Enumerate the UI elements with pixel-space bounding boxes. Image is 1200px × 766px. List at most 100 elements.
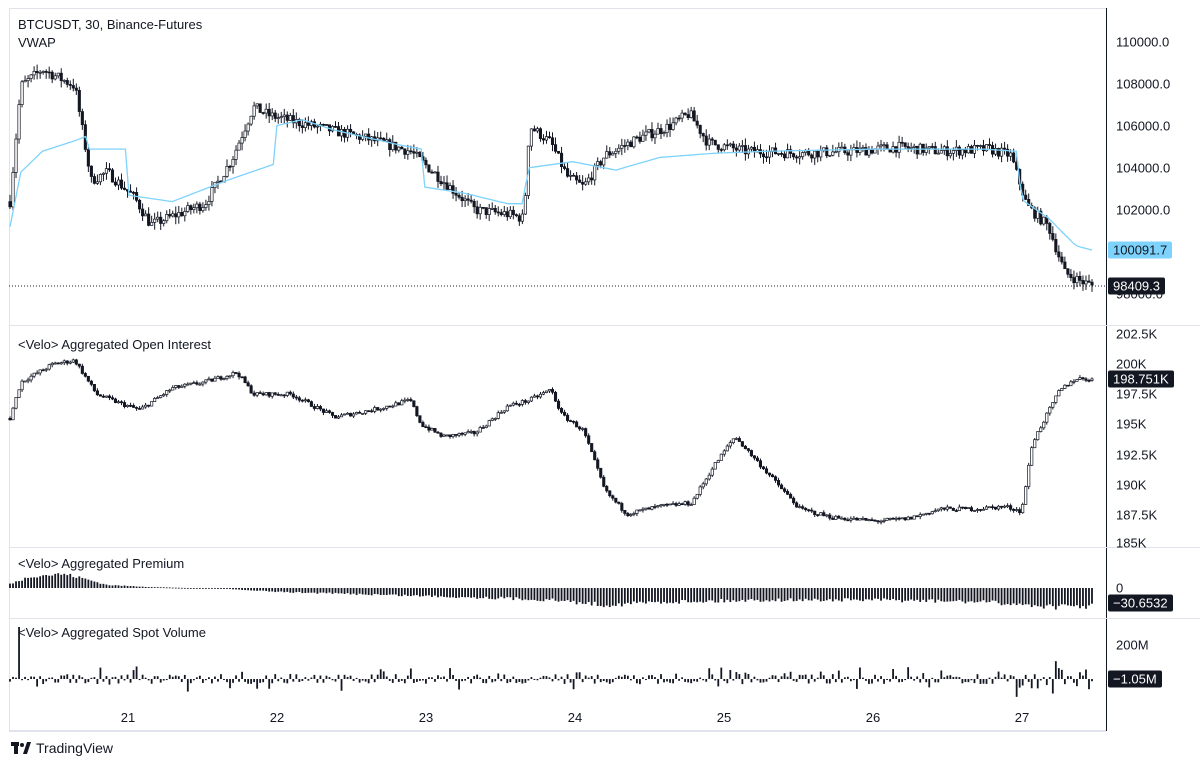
- price-candle-body: [113, 181, 118, 186]
- oi-candle-body: [107, 395, 112, 398]
- price-candle-body: [65, 80, 69, 85]
- volume-bar: [18, 627, 20, 679]
- price-candle-body: [677, 117, 681, 120]
- premium-bar: [997, 588, 1000, 604]
- premium-bar: [319, 588, 322, 593]
- volume-bar: [1091, 679, 1093, 682]
- oi-candle-body: [653, 506, 657, 508]
- oi-candle-body: [786, 491, 790, 495]
- premium-bar: [783, 588, 786, 601]
- oi-candle-body: [391, 405, 395, 408]
- premium-bar: [672, 588, 674, 604]
- volume-bar: [30, 676, 32, 679]
- price-candle-body: [282, 114, 286, 117]
- volume-bar: [521, 679, 524, 684]
- premium-bar: [819, 588, 822, 602]
- premium-indicator-label[interactable]: <Velo> Aggregated Premium: [18, 556, 185, 571]
- volume-bar: [714, 679, 717, 681]
- pane-separator-premium: [9, 547, 1200, 548]
- volume-bar: [458, 679, 460, 690]
- oi-candle-body: [204, 379, 208, 383]
- spot-volume-indicator-label[interactable]: <Velo> Aggregated Spot Volume: [18, 625, 206, 640]
- premium-last-badge: −30.6532: [1108, 594, 1173, 612]
- oi-candle-body: [499, 411, 503, 414]
- price-candle-body: [593, 165, 597, 181]
- premium-bar: [1006, 588, 1009, 605]
- price-candle-body: [725, 144, 729, 147]
- price-candle-body: [53, 75, 57, 80]
- premium-bar: [412, 588, 415, 596]
- price-candle-body: [237, 142, 241, 151]
- oi-candle-body: [719, 453, 723, 461]
- vwap-indicator-label[interactable]: VWAP: [18, 35, 56, 50]
- volume-bar: [681, 677, 684, 679]
- premium-bar: [301, 588, 304, 594]
- volume-last-badge: −1.05M: [1108, 670, 1162, 688]
- price-candle-body: [590, 177, 594, 181]
- oi-candle-body: [975, 509, 980, 511]
- volume-bar: [45, 679, 48, 682]
- price-candle-body: [587, 177, 591, 183]
- premium-bar: [786, 588, 789, 601]
- price-candle-body: [198, 203, 202, 211]
- oi-candle-body: [825, 514, 829, 517]
- price-candle-body: [165, 214, 169, 222]
- volume-bar: [208, 677, 210, 679]
- premium-bar: [708, 588, 711, 601]
- price-candle-body: [228, 165, 232, 168]
- oi-candle-body: [566, 414, 570, 421]
- volume-bar: [277, 679, 280, 682]
- premium-bar: [1079, 588, 1081, 609]
- price-candle-body: [1051, 233, 1055, 240]
- oi-candle-body: [641, 508, 645, 511]
- premium-bar: [235, 588, 237, 590]
- volume-bar: [512, 676, 515, 679]
- volume-bar: [672, 679, 674, 684]
- oi-candle-body: [870, 519, 874, 522]
- premium-bar: [331, 588, 334, 594]
- premium-bar: [542, 588, 545, 602]
- price-candle-body: [32, 70, 36, 76]
- price-candle-body: [472, 200, 476, 208]
- volume-bar: [831, 674, 834, 679]
- oi-candle-body: [581, 428, 585, 430]
- premium-bar: [590, 588, 593, 606]
- oi-candle-body: [252, 392, 256, 396]
- volume-bar: [220, 674, 222, 679]
- price-candle-body: [508, 209, 512, 218]
- premium-bar: [470, 588, 473, 598]
- premium-bar: [527, 588, 530, 601]
- price-candle-body: [707, 138, 711, 146]
- premium-bar: [132, 586, 135, 588]
- premium-bar: [816, 588, 819, 600]
- price-candle-body: [644, 131, 648, 136]
- price-candle-body: [933, 146, 937, 155]
- price-candle-body: [216, 180, 220, 183]
- oi-indicator-label[interactable]: <Velo> Aggregated Open Interest: [18, 337, 211, 352]
- tradingview-brand[interactable]: TradingView: [11, 740, 113, 756]
- premium-bar: [500, 588, 503, 597]
- oi-candle-body: [255, 392, 259, 396]
- price-candle-body: [915, 145, 919, 155]
- premium-bar: [449, 588, 451, 598]
- volume-bar: [367, 679, 370, 684]
- volume-bar: [539, 677, 542, 679]
- volume-bar: [174, 675, 177, 679]
- volume-bar: [205, 679, 207, 681]
- price-candle-body: [144, 213, 148, 217]
- volume-bar: [84, 679, 87, 684]
- volume-bar: [349, 675, 352, 679]
- volume-bar: [729, 669, 732, 679]
- price-tick: 110000.0: [1116, 34, 1170, 50]
- volume-bar: [322, 679, 325, 683]
- price-candle-body: [1069, 273, 1073, 278]
- price-candle-body: [400, 146, 404, 150]
- premium-bar: [587, 588, 590, 603]
- price-candle-body: [153, 218, 157, 223]
- symbol-title[interactable]: BTCUSDT, 30, Binance-Futures: [18, 17, 203, 32]
- premium-bar: [765, 588, 768, 601]
- oi-candle-body: [201, 381, 205, 385]
- volume-bar: [985, 679, 988, 684]
- volume-bar: [268, 679, 271, 689]
